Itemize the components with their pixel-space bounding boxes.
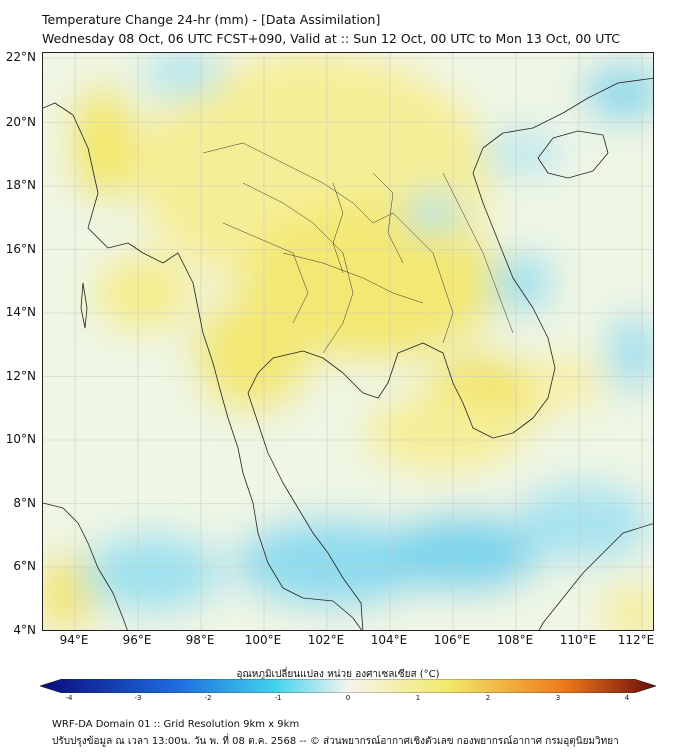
lat-tick: 4°N: [13, 623, 36, 637]
lon-tick: 94°E: [59, 633, 89, 647]
colorbar-tick: 4: [624, 694, 630, 702]
lon-tick: 100°E: [244, 633, 282, 647]
lon-tick: 102°E: [307, 633, 345, 647]
lat-tick: 6°N: [13, 559, 36, 573]
lat-tick: 20°N: [5, 114, 36, 129]
admin-borders: [202, 142, 514, 354]
map-panel: [42, 52, 654, 631]
colorbar-tick: -1: [274, 694, 282, 702]
lat-tick: 14°N: [5, 305, 36, 319]
lon-tick: 104°E: [370, 633, 408, 647]
lon-tick: 98°E: [185, 633, 215, 647]
lon-tick: 112°E: [617, 633, 655, 647]
lat-tick: 18°N: [5, 178, 36, 192]
colorbar-tick: -4: [65, 694, 73, 702]
lat-tick: 22°N: [5, 50, 36, 64]
colorbar: [40, 679, 656, 693]
colorbar-tick: -3: [134, 694, 142, 702]
colorbar-label: อุณหภูมิเปลี่ยนแปลง หน่วย องศาเซลเซียส (…: [236, 669, 440, 680]
lon-tick: 106°E: [433, 633, 471, 647]
colorbar-tick: 3: [555, 694, 561, 702]
colorbar-tick: 2: [485, 694, 491, 702]
temperature-field: [43, 53, 653, 630]
model-info: WRF-DA Domain 01 :: Grid Resolution 9km …: [52, 719, 300, 730]
lat-tick: 12°N: [5, 368, 36, 383]
chart-subtitle: Wednesday 08 Oct, 06 UTC FCST+090, Valid…: [42, 31, 620, 46]
colorbar-tick: -2: [204, 694, 212, 702]
update-credit: ปรับปรุงข้อมูล ณ เวลา 13:00น. วัน พ. ที่…: [52, 736, 619, 747]
lon-tick: 108°E: [496, 633, 534, 647]
lat-tick: 16°N: [5, 241, 36, 256]
lat-tick: 8°N: [13, 495, 36, 510]
colorbar-tick: 1: [415, 694, 421, 702]
colorbar-tick: 0: [345, 694, 351, 702]
lat-tick: 10°N: [5, 432, 36, 446]
chart-title: Temperature Change 24-hr (mm) - [Data As…: [42, 12, 381, 27]
coastlines: [43, 77, 653, 630]
lon-tick: 96°E: [122, 633, 152, 647]
temperature-change-map: [43, 53, 653, 630]
lon-tick: 110°E: [559, 633, 597, 647]
